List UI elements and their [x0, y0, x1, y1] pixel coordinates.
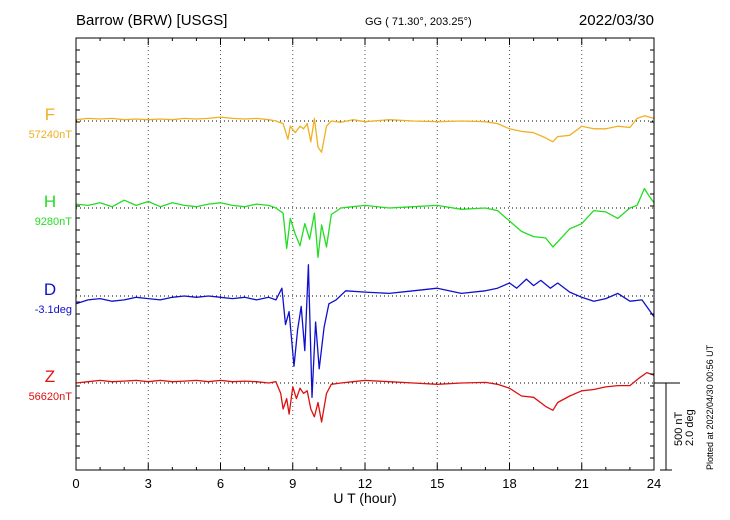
- x-tick-label: 6: [217, 476, 224, 491]
- x-tick-label: 3: [145, 476, 152, 491]
- x-tick-label: 18: [502, 476, 516, 491]
- grid: [147, 38, 583, 470]
- plotted-at-note: Plotted at 2022/04/30 00:56 UT: [705, 344, 715, 470]
- series-name-z: Z: [45, 367, 55, 386]
- series-name-h: H: [44, 192, 56, 211]
- series-baseline-f: 57240nT: [29, 129, 73, 141]
- x-tick-label: 24: [647, 476, 661, 491]
- x-tick-label: 21: [575, 476, 589, 491]
- scale-value-deg: 2.0 deg: [684, 409, 696, 446]
- x-tick-label: 9: [289, 476, 296, 491]
- station-title: Barrow (BRW) [USGS]: [76, 12, 227, 29]
- series-name-d: D: [44, 280, 56, 299]
- x-axis-label: U T (hour): [333, 490, 396, 506]
- series-group: [75, 115, 655, 423]
- scale-value-nt: 500 nT: [673, 411, 685, 446]
- series-line-d: [75, 264, 655, 399]
- series-labels: F 57240nT H 9280nT D -3.1deg Z 56620nT: [29, 105, 73, 403]
- x-tick-label: 12: [358, 476, 372, 491]
- x-tick-label: 0: [72, 476, 79, 491]
- series-baseline-h: 9280nT: [35, 216, 73, 228]
- series-line-f: [75, 115, 655, 153]
- series-line-z: [75, 371, 655, 423]
- series-baseline-d: -3.1deg: [35, 304, 72, 316]
- x-tick-label: 15: [430, 476, 444, 491]
- axis-ticks: 0 3 6 9 12 15 18 21 24: [72, 38, 661, 491]
- series-line-h: [75, 187, 655, 259]
- coordinates-label: GG ( 71.30°, 203.25°): [365, 16, 472, 28]
- date-label: 2022/03/30: [579, 12, 654, 29]
- baselines: [76, 120, 654, 384]
- series-baseline-z: 56620nT: [29, 391, 73, 403]
- series-name-f: F: [45, 105, 55, 124]
